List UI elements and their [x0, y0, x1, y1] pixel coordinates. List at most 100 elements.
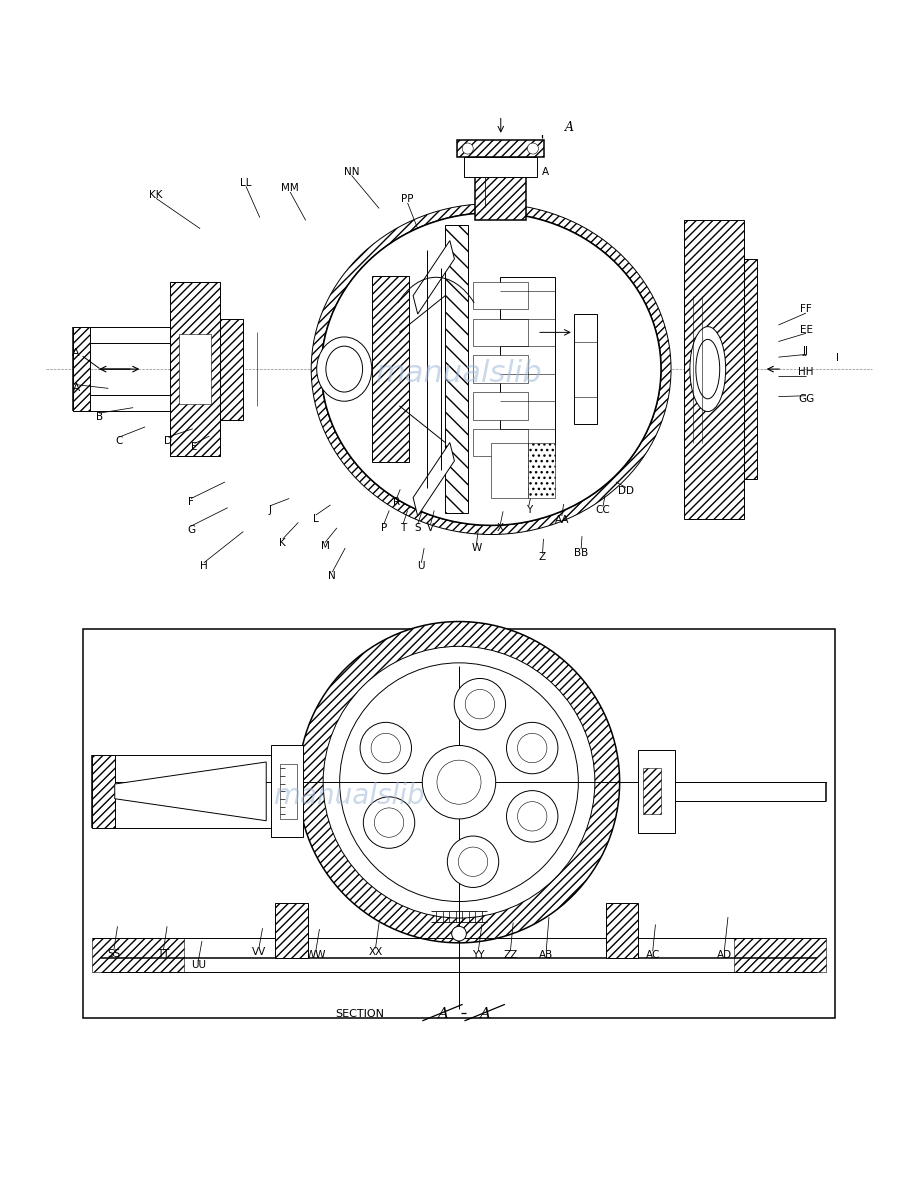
Bar [473, 282, 528, 309]
Text: DD: DD [618, 486, 634, 497]
Circle shape [518, 802, 547, 832]
Text: PP: PP [401, 195, 414, 204]
Text: A: A [542, 166, 549, 177]
Text: J: J [268, 505, 272, 514]
Bar [457, 140, 543, 157]
Circle shape [507, 791, 558, 842]
Text: X: X [497, 523, 504, 533]
Text: G: G [187, 525, 195, 535]
Circle shape [465, 689, 495, 719]
Bar [220, 318, 243, 419]
Polygon shape [413, 443, 454, 516]
Text: Z: Z [539, 552, 546, 562]
Bar [445, 225, 468, 513]
Text: P: P [381, 523, 386, 533]
Text: NN: NN [344, 166, 359, 177]
Text: XX: XX [368, 947, 383, 958]
Text: WW: WW [306, 949, 326, 960]
Bar [73, 327, 90, 411]
Text: LL: LL [241, 178, 252, 188]
Text: N: N [329, 570, 336, 581]
Circle shape [371, 733, 400, 763]
Polygon shape [413, 240, 454, 314]
Text: manualslib: manualslib [375, 359, 543, 388]
Text: F: F [188, 498, 194, 507]
Text: manualslib: manualslib [273, 782, 425, 810]
Text: A: A [437, 1006, 448, 1020]
Text: FF: FF [800, 304, 812, 315]
Text: L: L [313, 513, 319, 524]
Text: D: D [164, 436, 172, 446]
Bar [473, 355, 528, 383]
Bar [744, 259, 757, 480]
Text: Y: Y [526, 505, 532, 514]
Text: A: A [73, 384, 80, 393]
Circle shape [507, 722, 558, 773]
Text: RR: RR [477, 166, 492, 177]
Circle shape [518, 733, 547, 763]
Circle shape [375, 808, 404, 838]
Bar [684, 220, 744, 518]
Text: ZZ: ZZ [503, 949, 518, 960]
Circle shape [463, 143, 474, 154]
Text: K: K [279, 538, 286, 548]
Text: HH: HH [799, 367, 813, 377]
Text: T: T [400, 523, 406, 533]
Text: SS: SS [107, 949, 120, 959]
Bar [574, 314, 597, 424]
Ellipse shape [696, 340, 720, 399]
Bar [92, 939, 184, 972]
Text: VV: VV [252, 947, 266, 958]
Circle shape [458, 847, 487, 877]
Ellipse shape [311, 203, 671, 535]
Text: B: B [95, 412, 103, 422]
Text: TT: TT [157, 949, 170, 959]
Text: V: V [427, 523, 434, 533]
Text: EE: EE [800, 324, 812, 335]
Circle shape [454, 678, 506, 729]
Text: AD: AD [717, 949, 732, 960]
Bar [473, 392, 528, 419]
Bar [473, 429, 528, 456]
Text: C: C [116, 436, 123, 446]
Polygon shape [115, 762, 266, 821]
Text: MM: MM [281, 183, 299, 194]
Text: UU: UU [191, 960, 206, 969]
Bar [83, 628, 835, 1018]
Ellipse shape [298, 621, 620, 943]
Text: GG: GG [798, 394, 814, 404]
Text: A: A [565, 121, 574, 134]
Text: A: A [73, 348, 80, 358]
Ellipse shape [690, 327, 726, 411]
Text: SECTION: SECTION [335, 1009, 384, 1018]
Text: AB: AB [539, 949, 554, 960]
Text: YY: YY [472, 949, 485, 960]
Text: W: W [471, 543, 482, 554]
Circle shape [364, 797, 415, 848]
Circle shape [452, 927, 466, 941]
Bar [275, 903, 308, 959]
Bar [734, 939, 826, 972]
Text: CC: CC [596, 505, 610, 514]
Bar [179, 334, 211, 404]
Ellipse shape [323, 646, 595, 918]
Bar [271, 746, 303, 838]
Circle shape [447, 836, 498, 887]
Text: AC: AC [645, 949, 660, 960]
Bar [528, 443, 555, 498]
Bar [473, 318, 528, 346]
Circle shape [527, 143, 539, 154]
Ellipse shape [340, 663, 578, 902]
Ellipse shape [321, 213, 661, 525]
Circle shape [360, 722, 411, 773]
Bar [643, 769, 661, 814]
Circle shape [437, 760, 481, 804]
Ellipse shape [321, 213, 661, 525]
Text: I: I [835, 353, 839, 364]
Bar [372, 276, 409, 462]
Bar [606, 903, 638, 959]
Text: JJ: JJ [803, 346, 809, 355]
Bar [92, 754, 115, 828]
Bar [500, 277, 555, 461]
Ellipse shape [317, 337, 372, 402]
